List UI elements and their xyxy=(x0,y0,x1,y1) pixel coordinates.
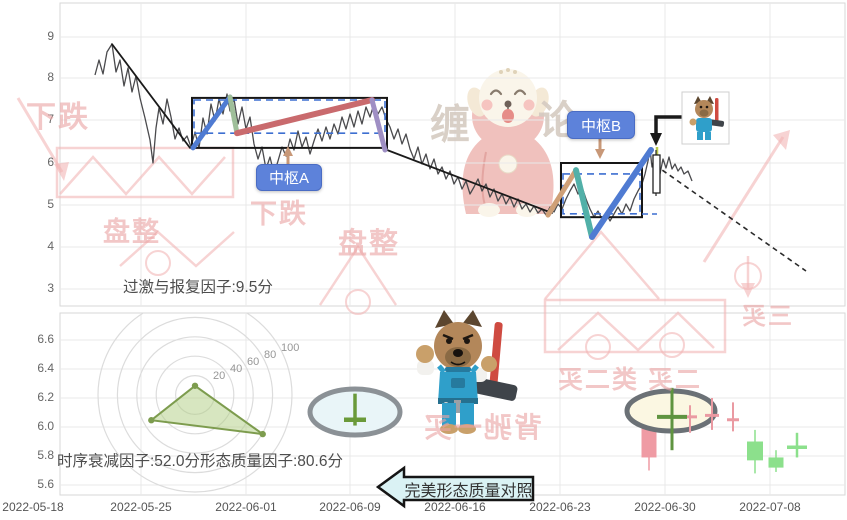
chart-layers xyxy=(16,2,846,509)
chan-stroke xyxy=(369,97,388,153)
projection-line xyxy=(654,164,807,272)
pivot-box xyxy=(191,96,388,149)
wm-up-arrow-head xyxy=(773,130,790,150)
y-axis-tick: 3 xyxy=(47,281,54,295)
radar-ring-label: 40 xyxy=(230,363,243,375)
price-line xyxy=(94,43,693,222)
factor-decay-text: 时序衰减因子:52.0分 xyxy=(57,453,200,470)
y-axis-tick: 6 xyxy=(47,155,54,169)
hollow-candle-body xyxy=(652,154,661,194)
chan-stroke xyxy=(111,43,191,149)
chan-stroke xyxy=(386,149,553,214)
y-axis-tick: 4 xyxy=(47,239,54,253)
x-axis-tick: 2022-06-23 xyxy=(529,500,591,514)
compare-arrow-label: 完美形态质量对照 xyxy=(404,482,533,500)
radar-ring-label: 20 xyxy=(213,370,226,382)
elbow-arrow-head xyxy=(650,133,662,146)
wm-up-arrow xyxy=(702,136,785,263)
pivot-b-pointer-head xyxy=(595,149,605,159)
watermark-text: 背驰一买 xyxy=(422,412,543,443)
mini-hammer-dog-thumbnail xyxy=(681,91,730,145)
x-axis-tick: 2022-07-08 xyxy=(739,500,801,514)
y-axis-tick: 6.0 xyxy=(37,419,54,433)
panel-border xyxy=(59,2,846,307)
compare-arrow-shape xyxy=(375,465,535,509)
radar-ring-label: 80 xyxy=(264,349,277,361)
elbow-arrow xyxy=(654,115,682,135)
candle-body xyxy=(747,441,763,461)
wm-zigzag xyxy=(119,230,235,268)
chan-stroke xyxy=(227,94,240,136)
watermark-text: 盘整 xyxy=(103,217,161,247)
radar-polygon xyxy=(148,384,264,436)
y-axis-tick: 6.2 xyxy=(37,390,54,404)
wm-circle xyxy=(659,332,685,358)
watermark-text: 盘整 xyxy=(338,228,401,260)
x-axis-tick: 2022-06-16 xyxy=(424,500,486,514)
wm-rect xyxy=(543,298,727,354)
candle-body xyxy=(768,457,784,468)
logo-char-left: 缠 xyxy=(430,103,470,147)
x-axis-tick: 2022-05-25 xyxy=(110,500,172,514)
x-axis-tick: 2022-06-30 xyxy=(634,500,696,514)
wm-circle xyxy=(345,289,371,315)
y-axis-tick: 5 xyxy=(47,197,54,211)
watermark-text: 二买 类二买 xyxy=(556,366,700,394)
chan-stroke xyxy=(234,97,375,137)
chan-stroke xyxy=(190,94,233,151)
radar-ring-label: 100 xyxy=(281,342,300,354)
wm-peak xyxy=(544,230,660,300)
watermark-text: 下跌 xyxy=(250,199,308,229)
radar-ring-label: 60 xyxy=(247,356,260,368)
factor-shock-text: 过激与报复因子:9.5分 xyxy=(123,279,273,296)
pivot-b-label: 中枢B xyxy=(567,111,635,139)
radar-ring xyxy=(155,355,235,435)
chan-stroke xyxy=(545,167,579,218)
y-axis-tick: 6.4 xyxy=(37,361,54,375)
chan-lun-dog-watermark xyxy=(462,68,554,217)
hammer-dog-mascot-icon xyxy=(416,310,518,434)
y-axis-tick: 9 xyxy=(47,29,54,43)
chan-stroke xyxy=(573,167,595,240)
pivot-a-label: 中枢A xyxy=(256,164,322,191)
radar-vertex xyxy=(148,417,155,424)
wm-zigzag xyxy=(59,155,226,196)
y-axis-tick: 8 xyxy=(47,70,54,84)
x-axis-tick: 2022-05-18 xyxy=(2,500,64,514)
radar-vertex xyxy=(191,382,199,389)
radar-ring xyxy=(116,316,274,474)
wm-down-arrow xyxy=(16,97,64,173)
wm-rect xyxy=(55,146,235,199)
chan-stroke xyxy=(589,146,654,240)
factor-quality-text: 形态质量因子:80.6分 xyxy=(200,453,343,470)
y-axis-tick: 6.6 xyxy=(37,332,54,346)
y-axis-tick: 7 xyxy=(47,112,54,126)
radar-ring xyxy=(97,313,293,493)
wm-circle xyxy=(585,334,611,360)
wm-zigzag xyxy=(557,311,715,352)
watermark-text: 三买 xyxy=(740,303,792,330)
wm-zigzag xyxy=(318,244,398,306)
pivot-a-pointer-head xyxy=(283,146,293,156)
y-axis-tick: 5.8 xyxy=(37,448,54,462)
pivot-dash-box xyxy=(562,173,641,215)
watermark-text: 下跌 xyxy=(26,101,90,134)
radar-vertex xyxy=(259,430,266,438)
pivot-dash-box xyxy=(193,99,386,134)
wm-circle xyxy=(145,250,171,276)
wm-small-arrow-head xyxy=(741,283,755,298)
x-axis-tick: 2022-06-01 xyxy=(215,500,277,514)
candle-body xyxy=(641,425,657,458)
y-axis-tick: 5.6 xyxy=(37,477,54,491)
x-axis-tick: 2022-06-09 xyxy=(319,500,381,514)
radar-ring xyxy=(136,336,254,454)
